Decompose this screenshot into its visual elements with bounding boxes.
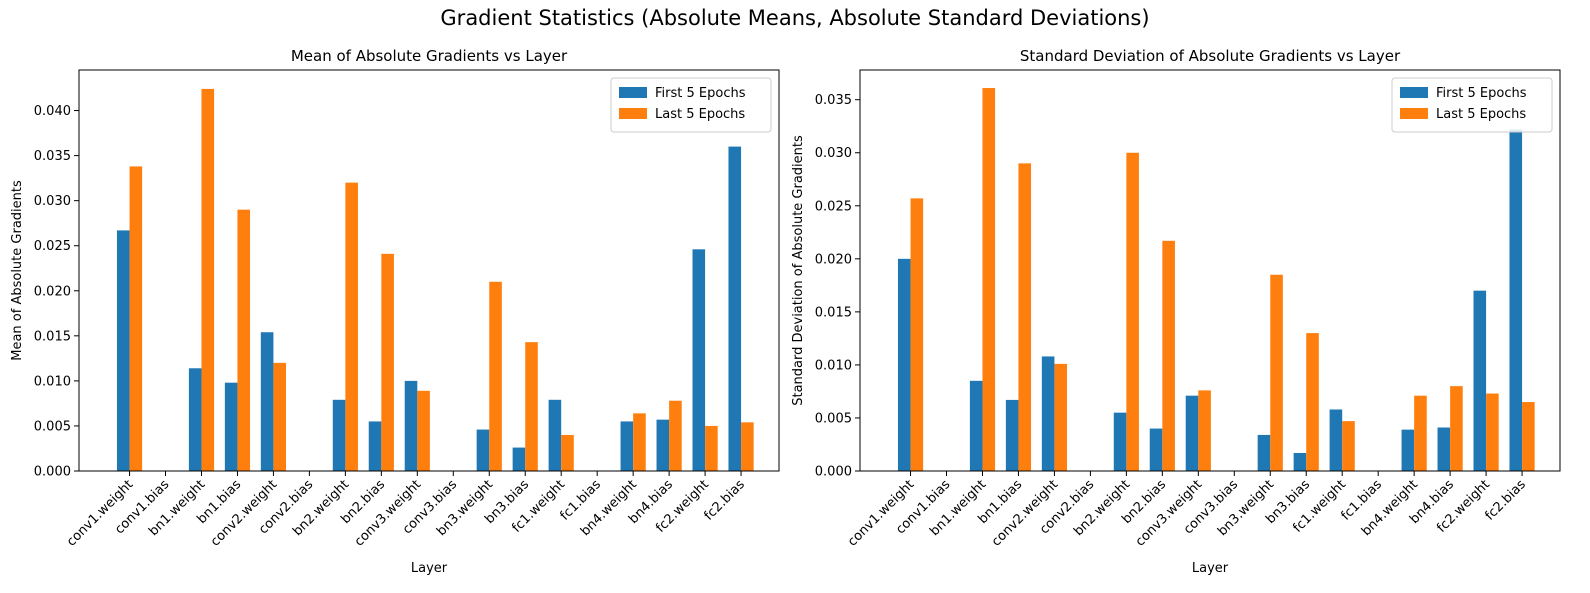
bar-last-bn1-weight: [201, 88, 215, 472]
y-tick-label: 0.010: [34, 374, 71, 389]
x-tick-label: fc2.bias: [1482, 477, 1529, 524]
bar-last-fc1-weight: [561, 434, 574, 471]
legend-label: Last 5 Epochs: [1436, 107, 1526, 122]
bar-first-conv1-weight: [116, 230, 130, 471]
bar-first-fc1-weight: [1329, 409, 1343, 471]
y-tick-label: 0.020: [34, 284, 71, 299]
legend-label: First 5 Epochs: [1436, 86, 1527, 101]
y-tick-label: 0.000: [815, 465, 852, 480]
bar-first-bn1-bias: [1005, 399, 1019, 471]
bar-last-bn4-weight: [633, 413, 646, 471]
bar-first-bn4-bias: [1437, 427, 1451, 471]
y-tick-label: 0.015: [815, 305, 852, 320]
bar-last-bn3-weight: [1270, 274, 1283, 471]
legend-box: [610, 77, 772, 133]
y-tick-label: 0.040: [34, 104, 71, 119]
bar-first-conv1-weight: [897, 258, 911, 471]
bar-first-conv3-weight: [1185, 395, 1199, 471]
legend-swatch-first: [619, 87, 647, 98]
bar-last-conv1-weight: [129, 166, 143, 472]
y-tick-label: 0.015: [34, 329, 71, 344]
bar-last-bn1-weight: [982, 88, 996, 471]
bar-first-bn4-bias: [656, 419, 670, 471]
bar-last-bn4-bias: [669, 400, 682, 471]
bar-last-bn3-weight: [489, 281, 502, 471]
y-tick-label: 0.030: [815, 146, 852, 161]
bar-first-bn2-bias: [1149, 428, 1163, 471]
bar-last-bn4-weight: [1414, 395, 1427, 471]
x-axis-label: Layer: [411, 561, 448, 576]
bar-last-conv3-weight: [417, 390, 430, 471]
y-tick-label: 0.025: [815, 199, 852, 214]
y-axis-label: Standard Deviation of Absolute Gradients: [791, 135, 806, 406]
bar-first-conv3-weight: [404, 380, 418, 471]
legend-label: Last 5 Epochs: [655, 107, 745, 122]
bar-first-fc2-bias: [1509, 129, 1523, 471]
bar-first-fc2-weight: [1473, 290, 1487, 471]
y-tick-label: 0.035: [815, 93, 852, 108]
bar-first-bn3-weight: [1257, 434, 1271, 471]
bar-last-fc2-weight: [1486, 393, 1499, 471]
bar-last-fc2-weight: [705, 425, 718, 471]
bar-first-bn2-weight: [332, 399, 346, 471]
legend-swatch-last: [619, 108, 647, 119]
chart-2: Standard Deviation of Absolute Gradients…: [791, 47, 1561, 576]
y-tick-label: 0.020: [815, 252, 852, 267]
bar-first-bn3-weight: [476, 429, 490, 471]
bar-last-conv1-weight: [910, 198, 924, 472]
bar-first-conv2-weight: [260, 332, 274, 471]
bar-first-conv2-weight: [1041, 356, 1055, 471]
bar-first-bn2-weight: [1113, 412, 1127, 471]
y-tick-label: 0.005: [34, 419, 71, 434]
bar-last-conv3-weight: [1198, 390, 1211, 471]
y-tick-label: 0.035: [34, 149, 71, 164]
bar-last-fc2-bias: [1522, 402, 1535, 471]
y-tick-label: 0.000: [34, 465, 71, 480]
bar-last-bn1-bias: [1018, 163, 1032, 471]
y-tick-label: 0.025: [34, 239, 71, 254]
plot-frame: [859, 69, 1561, 472]
x-axis-label: Layer: [1192, 561, 1229, 576]
bar-last-conv2-weight: [1054, 363, 1068, 471]
legend-label: First 5 Epochs: [655, 86, 746, 101]
legend-box: [1391, 77, 1553, 133]
bar-first-bn4-weight: [1401, 429, 1415, 471]
y-tick-label: 0.010: [815, 358, 852, 373]
bar-last-bn2-bias: [1162, 240, 1175, 471]
bar-first-fc2-bias: [728, 146, 742, 471]
bar-last-fc1-weight: [1342, 421, 1355, 471]
bar-first-fc1-weight: [548, 399, 562, 471]
bar-first-bn2-bias: [368, 421, 382, 471]
chart-1: Mean of Absolute Gradients vs Layerconv1…: [10, 47, 780, 576]
bar-last-bn1-bias: [237, 209, 251, 472]
chart-title: Mean of Absolute Gradients vs Layer: [291, 47, 568, 65]
bar-first-bn3-bias: [1293, 452, 1307, 471]
bar-first-fc2-weight: [692, 249, 706, 471]
bar-last-bn2-bias: [381, 253, 394, 471]
y-axis-label: Mean of Absolute Gradients: [10, 180, 25, 361]
legend: First 5 Epochs Last 5 Epochs: [610, 77, 772, 133]
bar-last-bn3-bias: [525, 342, 538, 471]
chart-title: Standard Deviation of Absolute Gradients…: [1020, 47, 1401, 65]
bar-last-bn2-weight: [345, 182, 358, 471]
plot-frame: [78, 69, 780, 472]
bar-first-bn4-weight: [620, 421, 634, 471]
legend-swatch-first: [1400, 87, 1428, 98]
bar-last-fc2-bias: [741, 422, 754, 471]
bar-first-bn1-weight: [188, 368, 202, 471]
legend-swatch-last: [1400, 108, 1428, 119]
bar-first-bn1-weight: [969, 380, 983, 471]
y-tick-label: 0.030: [34, 194, 71, 209]
bar-last-conv2-weight: [273, 362, 287, 471]
bar-last-bn4-bias: [1450, 386, 1463, 471]
legend: First 5 Epochs Last 5 Epochs: [1391, 77, 1553, 133]
figure-title: Gradient Statistics (Absolute Means, Abs…: [440, 6, 1150, 30]
y-tick-label: 0.005: [815, 411, 852, 426]
bar-last-bn2-weight: [1126, 152, 1139, 471]
bar-first-bn3-bias: [512, 447, 526, 471]
x-tick-label: fc2.bias: [701, 477, 748, 524]
bar-last-bn3-bias: [1306, 333, 1319, 471]
bar-first-bn1-bias: [224, 382, 238, 471]
